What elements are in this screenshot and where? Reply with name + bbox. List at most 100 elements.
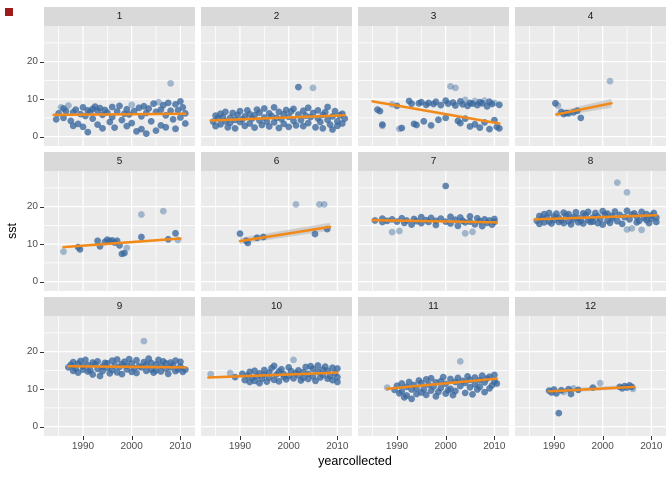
data-point (177, 98, 184, 105)
data-point (572, 208, 580, 216)
data-point (292, 122, 300, 129)
data-point (579, 220, 587, 227)
data-point (62, 107, 70, 115)
facet-strip-label: 6 (273, 156, 280, 167)
data-point (628, 225, 636, 232)
data-point (491, 371, 498, 379)
trend-line (385, 377, 499, 391)
y-tick-label: 20 (26, 346, 38, 358)
data-point (334, 378, 341, 386)
data-point (169, 116, 177, 123)
data-point (79, 123, 87, 131)
trend-line (547, 385, 636, 393)
facet-strip: 2 (201, 7, 352, 26)
data-point (99, 367, 106, 375)
data-point (89, 371, 97, 378)
data-point (123, 244, 131, 252)
data-point (565, 210, 572, 218)
data-point (442, 114, 450, 122)
data-point (177, 358, 184, 366)
data-point (299, 122, 307, 130)
data-point (251, 124, 258, 131)
y-tick-mark (40, 389, 44, 391)
y-tick-mark (40, 206, 44, 208)
y-tick-label: 20 (26, 201, 38, 213)
data-point (447, 83, 454, 90)
x-tick-label: 1990 (71, 441, 95, 452)
data-point (99, 125, 106, 132)
data-point (133, 356, 140, 364)
data-point (432, 98, 440, 106)
data-point (481, 388, 488, 396)
facet-strip-label: 5 (116, 156, 123, 167)
y-tick-label: 0 (32, 421, 38, 433)
data-point (638, 226, 645, 234)
data-point (295, 83, 302, 91)
x-tick-label: 1990 (542, 441, 566, 452)
data-point (312, 123, 319, 131)
data-point (599, 221, 607, 228)
facet-panel (358, 171, 509, 291)
data-point (265, 123, 273, 130)
x-tick-mark (494, 436, 496, 440)
data-point (427, 122, 435, 129)
y-tick-label: 10 (26, 238, 38, 250)
x-tick-label: 2000 (120, 441, 143, 452)
x-tick-mark (239, 436, 241, 440)
data-point (432, 221, 440, 229)
trend-line (555, 101, 613, 116)
data-point (275, 377, 283, 385)
data-point (478, 372, 486, 379)
data-point (545, 209, 553, 217)
data-point (321, 108, 329, 116)
data-point (405, 378, 413, 386)
x-tick-mark (553, 436, 555, 440)
data-point (304, 119, 312, 127)
x-tick-label: 2000 (591, 441, 614, 452)
data-point (118, 370, 126, 378)
data-point (157, 368, 165, 375)
data-point (552, 99, 559, 107)
panel-background (358, 171, 509, 291)
data-point (376, 107, 384, 115)
facet-strip: 3 (358, 7, 509, 26)
data-point (495, 125, 503, 132)
facet-strip-label: 9 (116, 301, 123, 312)
data-point (147, 117, 155, 125)
data-point (452, 102, 459, 109)
data-point (285, 123, 293, 131)
data-point (270, 362, 278, 370)
y-tick-mark (40, 136, 44, 138)
x-tick-mark (445, 436, 447, 440)
data-point (398, 124, 406, 132)
data-point (461, 389, 469, 397)
data-point (314, 362, 322, 369)
data-point (164, 99, 172, 107)
data-point (290, 105, 297, 113)
facet-strip: 8 (515, 152, 666, 171)
y-tick-mark (40, 61, 44, 63)
data-point (159, 207, 167, 215)
x-axis-title: yearcollected (318, 454, 392, 468)
facet-panel (44, 26, 195, 146)
data-point (130, 107, 138, 115)
trend-line (52, 112, 187, 117)
y-tick-label: 10 (26, 383, 38, 395)
data-point (172, 229, 179, 237)
data-point (488, 100, 496, 108)
data-point (618, 220, 626, 228)
data-point (314, 107, 322, 114)
data-point (128, 119, 136, 127)
x-tick-label: 2010 (169, 441, 192, 452)
data-point (167, 107, 174, 115)
data-point (128, 101, 136, 109)
facet-strip: 4 (515, 7, 666, 26)
x-tick-label: 2010 (640, 441, 663, 452)
trend-line (67, 364, 187, 369)
data-point (121, 249, 128, 257)
data-point (82, 356, 89, 364)
data-point (172, 101, 179, 108)
data-point (456, 382, 464, 390)
x-tick-mark (651, 436, 653, 440)
panel-background (515, 26, 666, 146)
